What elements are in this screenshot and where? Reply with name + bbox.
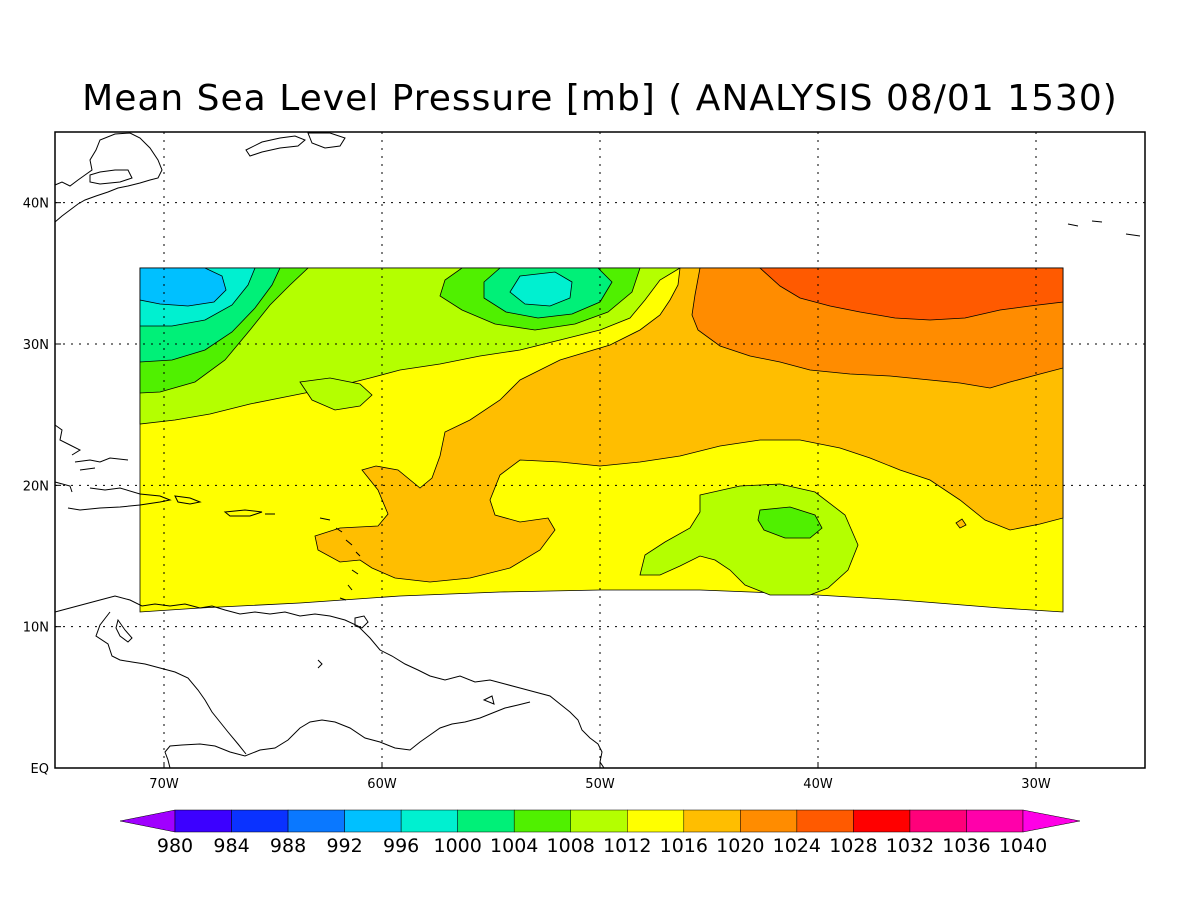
colorbar-label: 1020 [716,835,764,857]
axis-labels: 70W 60W 50W 40W 30W EQ 10N 20N 30N 40N [23,197,1051,792]
colorbar-label: 1024 [773,835,821,857]
colorbar-swatch [740,809,798,833]
band-1028-northeast [758,267,1064,321]
lon-tick-label: 50W [585,777,615,792]
colorbar-label: 988 [270,835,306,857]
colorbar-swatch [174,809,232,833]
trinidad-island [354,615,369,629]
azores-islands [1067,220,1141,237]
colorbar-label: 1028 [829,835,877,857]
south-america-coast [54,595,605,769]
lake-maracaibo [115,618,133,643]
colorbar-label: 1032 [886,835,934,857]
colorbar-swatch [344,809,402,833]
coastlines [54,132,1141,769]
colorbar-high-arrow [1022,809,1081,833]
colorbar-label: 1004 [490,835,538,857]
lat-tick-label: 20N [23,479,49,494]
newfoundland-coast [307,132,346,149]
colorbar-label: 1012 [603,835,651,857]
colorbar-label: 1040 [999,835,1047,857]
colorbar-label: 1036 [942,835,990,857]
guiana-rivers [317,659,495,705]
lon-tick-label: 60W [367,777,397,792]
colorbar-label: 992 [326,835,362,857]
colorbar-label: 980 [157,835,193,857]
colorbar-swatch [909,809,967,833]
band-1020-dot [955,518,967,529]
colorbar-swatch [513,809,571,833]
colorbar-swatch [570,809,628,833]
band-1012-isle [299,377,373,411]
colorbar-swatch [853,809,911,833]
lon-tick-label: 70W [149,777,179,792]
colorbar-swatch [287,809,345,833]
band-1000-central [509,271,573,307]
colorbar-swatch [627,809,685,833]
new-england-coast [89,169,133,185]
colorbar-swatch [231,809,289,833]
colorbar-label: 996 [383,835,419,857]
north-america-coast [54,132,163,223]
lon-tick-label: 30W [1021,777,1051,792]
lat-tick-label: 30N [23,338,49,353]
colorbar: 980 984 988 992 996 1000 1004 1008 1012 1016 1020 1… [119,809,1081,857]
colorbar-swatch [400,809,458,833]
lat-tick-label: 10N [23,621,49,636]
lat-tick-label: 40N [23,197,49,212]
caribbean-islands [54,424,361,601]
colorbar-label: 1008 [547,835,595,857]
lat-tick-label: EQ [31,762,49,777]
pressure-field [139,267,1064,613]
colorbar-label: 984 [213,835,249,857]
band-1008-east [757,506,823,539]
colorbar-swatch [457,809,515,833]
colorbar-swatch [966,809,1024,833]
nova-scotia-coast [245,135,306,157]
colorbar-label: 1000 [433,835,481,857]
band-996-northwest [139,267,227,307]
lon-tick-label: 40W [803,777,833,792]
colorbar-low-arrow [119,809,176,833]
colorbar-swatch [683,809,741,833]
map-title: Mean Sea Level Pressure [mb] ( ANALYSIS … [82,78,1118,119]
colorbar-swatch [796,809,854,833]
colorbar-label: 1016 [660,835,708,857]
